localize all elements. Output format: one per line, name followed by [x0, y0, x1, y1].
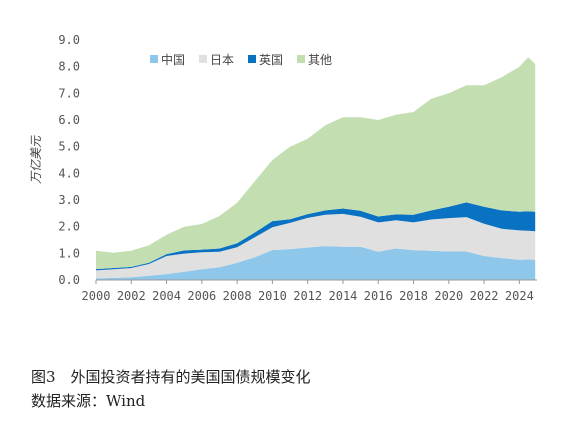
y-tick-label: 6.0: [58, 113, 80, 127]
area-series-2: [96, 202, 536, 271]
x-tick-label: 2014: [329, 289, 358, 303]
x-tick-label: 2012: [293, 289, 322, 303]
y-tick-label: 9.0: [58, 33, 80, 47]
y-tick-label: 5.0: [58, 140, 80, 154]
x-tick-label: 2006: [187, 289, 216, 303]
x-tick-label: 2016: [364, 289, 393, 303]
area-series-1: [96, 213, 536, 279]
legend-swatch: [297, 55, 305, 63]
x-tick-label: 2020: [434, 289, 463, 303]
y-tick-label: 1.0: [58, 246, 80, 260]
x-tick-label: 2002: [117, 289, 146, 303]
area-series-3: [96, 57, 536, 270]
x-tick-label: 2004: [152, 289, 181, 303]
legend: 中国 日本 英国 其他: [150, 52, 332, 67]
x-tick-label: 2010: [258, 289, 287, 303]
axes-layer: 0.0 1.0 2.0 3.0 4.0 5.0 6.0 7.0 8.0 9.0 2000 2002 20…: [58, 33, 537, 303]
stacked-area-chart: 0.0 1.0 2.0 3.0 4.0 5.0 6.0 7.0 8.0 9.0 2000 2002 20…: [29, 33, 537, 303]
x-tick-label: 2022: [470, 289, 499, 303]
legend-swatch: [248, 55, 256, 63]
area-series-0: [96, 246, 536, 280]
y-tick-label: 4.0: [58, 166, 80, 180]
y-tick-label: 8.0: [58, 60, 80, 74]
y-tick-label: 3.0: [58, 193, 80, 207]
x-tick-label: 2024: [505, 289, 534, 303]
figure-caption-source: 数据来源：Wind: [31, 392, 146, 410]
x-tick-label: 2008: [223, 289, 252, 303]
legend-label: 日本: [210, 53, 234, 67]
area-layer: [96, 57, 536, 280]
legend-swatch: [199, 55, 207, 63]
x-tick-label: 2000: [82, 289, 111, 303]
legend-swatch: [150, 55, 158, 63]
legend-label: 英国: [259, 53, 283, 67]
legend-label: 其他: [308, 53, 332, 67]
x-tick-label: 2018: [399, 289, 428, 303]
y-tick-label: 2.0: [58, 220, 80, 234]
legend-label: 中国: [161, 52, 185, 67]
y-axis-label: 万亿美元: [29, 135, 43, 184]
y-tick-label: 0.0: [58, 273, 80, 287]
figure-caption-title: 图3 外国投资者持有的美国国债规模变化: [31, 368, 311, 386]
y-tick-label: 7.0: [58, 86, 80, 100]
